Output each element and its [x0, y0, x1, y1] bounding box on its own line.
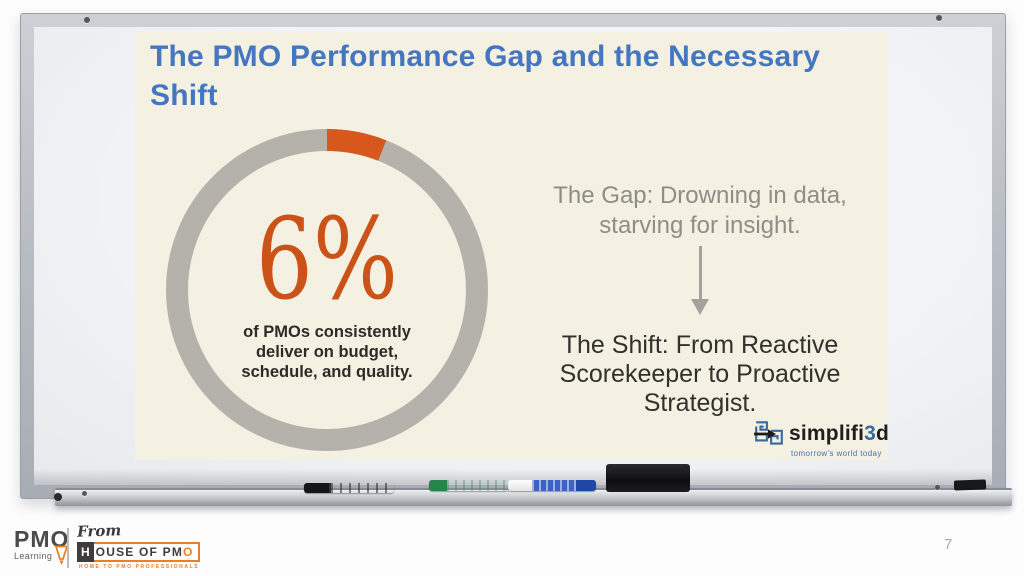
footer-divider	[67, 528, 69, 568]
whiteboard-marker-blue	[508, 480, 596, 491]
donut-chart-svg	[166, 129, 488, 451]
down-arrow-icon	[520, 246, 880, 315]
pmo-learning-sub: Learning	[14, 551, 53, 561]
frame-screw-top-right	[936, 15, 942, 21]
donut-segment	[166, 129, 488, 451]
slide-title-line1: The PMO Performance Gap and the Necessar…	[150, 40, 821, 73]
vendor-logo-tagline: tomorrow's world today	[791, 449, 882, 458]
whiteboard-marker-black	[304, 483, 394, 493]
orange-pin-icon	[54, 545, 69, 565]
gap-statement-line1: The Gap: Drowning in data,	[553, 182, 847, 209]
tray-sticker	[953, 479, 987, 491]
donut-caption-line2: deliver on budget,	[255, 343, 399, 361]
vendor-name-prefix: simplifi	[789, 422, 865, 445]
frame-screw-top-left	[84, 17, 90, 23]
house-rest-letters: OUSE OF PM	[95, 545, 184, 559]
house-letter-h: H	[77, 542, 94, 562]
house-rest-text: OUSE OF PM O	[93, 542, 200, 562]
marker-black-body	[329, 483, 394, 493]
vendor-logo-name: simplifi3d	[789, 422, 889, 446]
vendor-name-suffix: d	[876, 422, 890, 445]
donut-center-value: 6%	[255, 195, 399, 325]
shift-statement-line2: Scorekeeper to Proactive	[559, 360, 841, 388]
page-number: 7	[944, 536, 953, 553]
house-from-label: From	[76, 521, 122, 541]
shift-statement: The Shift: From Reactive Scorekeeper to …	[520, 331, 880, 418]
vendor-name-digit: 3	[864, 422, 877, 445]
house-of-pmo-wordmark: H OUSE OF PM O	[77, 542, 200, 562]
house-of-pmo-logo: From H OUSE OF PM O HOME TO PMO PROFESSIO…	[76, 521, 200, 570]
pmo-learning-logo: PMO Learning	[14, 527, 72, 565]
house-tagline: HOME TO PMO PROFESSIONALS	[79, 564, 200, 570]
gap-statement-line2: starving for insight.	[599, 212, 801, 239]
frame-screw-bottom-left	[82, 491, 87, 496]
marker-blue-band	[532, 480, 576, 491]
donut-caption-line3: schedule, and quality.	[241, 363, 413, 381]
shift-statement-line1: The Shift: From Reactive	[561, 331, 839, 359]
slide-title-line2: Shift	[150, 79, 218, 112]
frame-screw-bottom-right	[935, 485, 940, 490]
whiteboard-marker-green	[429, 480, 509, 491]
marker-blue-body	[508, 480, 532, 491]
down-arrow-shaft	[698, 246, 702, 299]
marker-blue-cap	[576, 480, 596, 491]
down-arrow-head	[691, 299, 709, 315]
marker-green-cap	[429, 480, 447, 491]
whiteboard-eraser	[606, 464, 690, 492]
slide-title: The PMO Performance Gap and the Necessar…	[150, 37, 876, 115]
shift-statement-line3: Strategist.	[643, 389, 757, 417]
maze-arrow-icon	[754, 421, 783, 445]
gap-statement: The Gap: Drowning in data, starving for …	[520, 181, 880, 241]
donut-caption-line1: of PMOs consistently	[243, 323, 411, 341]
presentation-slide: The PMO Performance Gap and the Necessar…	[135, 32, 889, 460]
marker-black-cap	[304, 483, 329, 493]
donut-caption: of PMOs consistently deliver on budget, …	[165, 322, 489, 382]
house-last-o: O	[183, 545, 194, 559]
tray-endcap	[54, 493, 62, 501]
donut-chart: 6% of PMOs consistently deliver on budge…	[165, 128, 489, 452]
vendor-logo-simplifi3d: simplifi3d tomorrow's world today	[753, 418, 933, 458]
marker-green-body	[447, 480, 509, 491]
